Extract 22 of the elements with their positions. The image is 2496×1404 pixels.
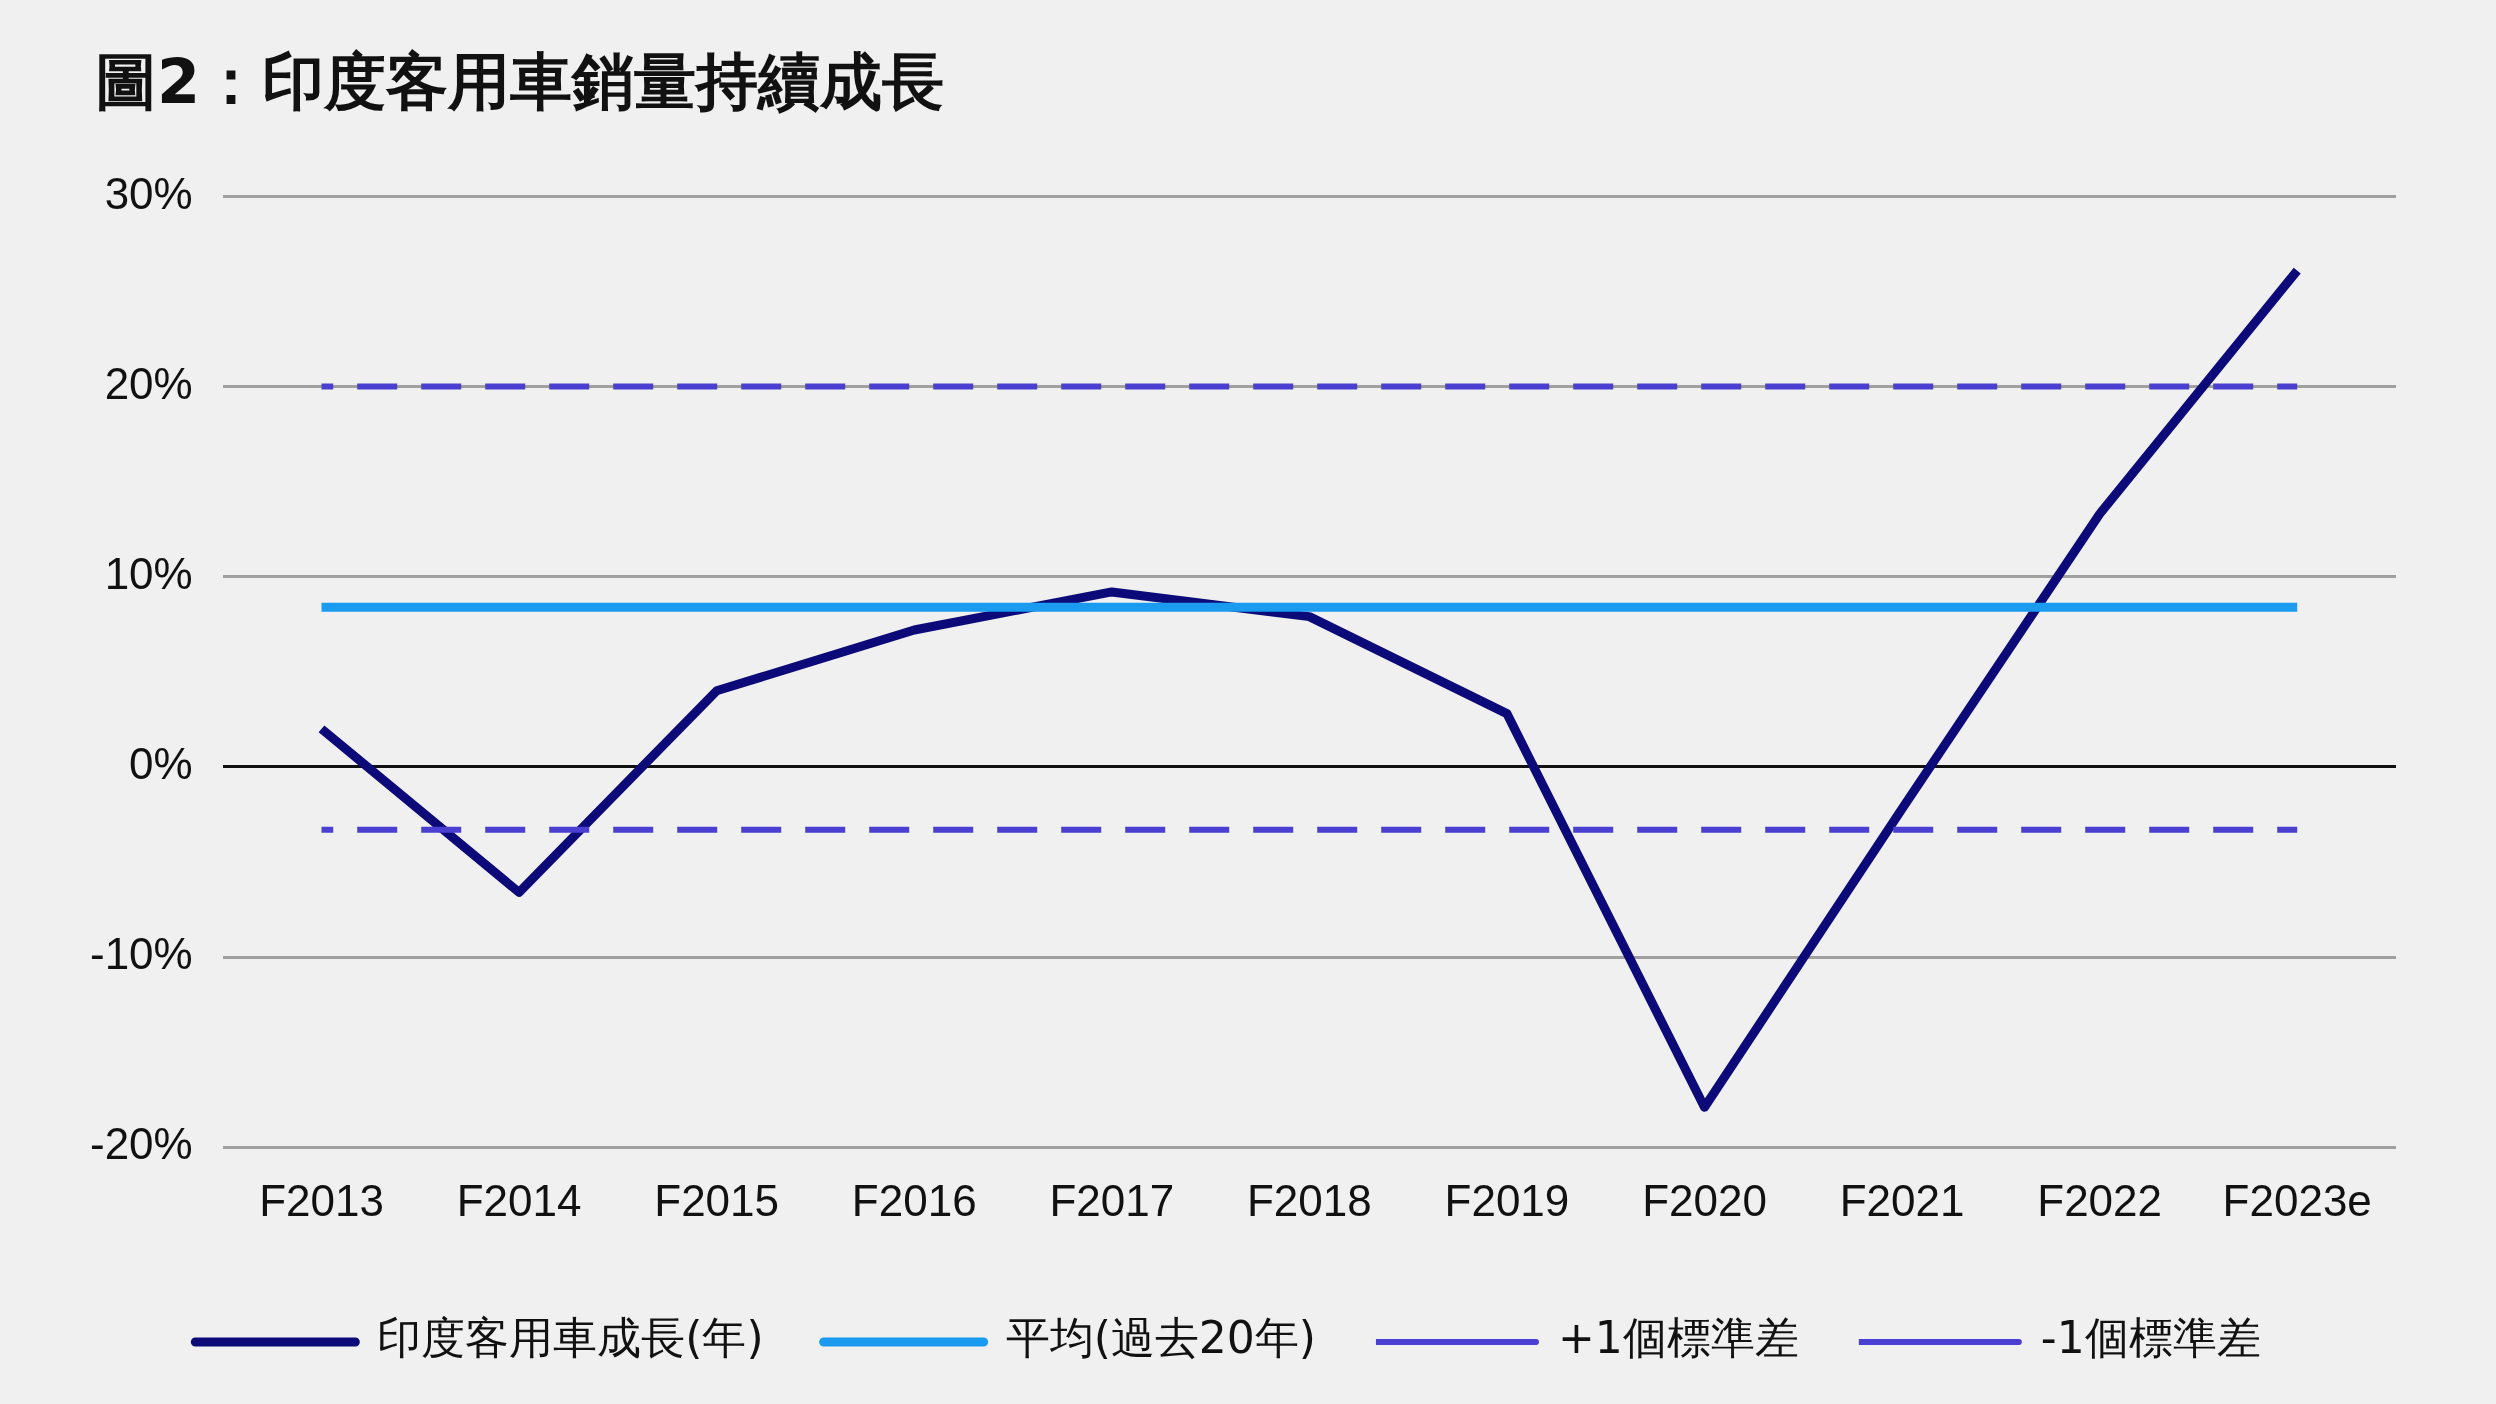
x-tick-label: F2016 <box>851 1175 977 1225</box>
x-tick-label: F2017 <box>1049 1175 1175 1225</box>
legend-label: 印度客用車成長(年) <box>377 1312 764 1364</box>
legend-label: -1個標準差 <box>2040 1312 2261 1364</box>
y-tick-label: -10% <box>90 929 193 979</box>
x-tick-label: F2015 <box>654 1175 780 1225</box>
y-tick-label: 20% <box>104 358 193 408</box>
x-tick-label: F2018 <box>1246 1175 1372 1225</box>
chart-title: 圖2：印度客用車銷量持續成長 <box>95 44 945 120</box>
x-tick-label: F2021 <box>1839 1175 1965 1225</box>
x-tick-label: F2014 <box>456 1175 582 1225</box>
x-tick-label: F2023e <box>2222 1175 2372 1225</box>
x-tick-label: F2019 <box>1444 1175 1570 1225</box>
y-tick-label: -20% <box>90 1119 193 1169</box>
y-tick-label: 30% <box>104 168 193 218</box>
x-tick-label: F2013 <box>259 1175 384 1225</box>
legend-label: 平均(過去20年) <box>1005 1312 1316 1364</box>
x-tick-label: F2022 <box>2037 1175 2163 1225</box>
x-tick-label: F2020 <box>1642 1175 1767 1225</box>
legend-label: +1個標準差 <box>1557 1312 1799 1364</box>
y-tick-label: 0% <box>129 739 193 789</box>
y-tick-label: 10% <box>104 548 193 598</box>
